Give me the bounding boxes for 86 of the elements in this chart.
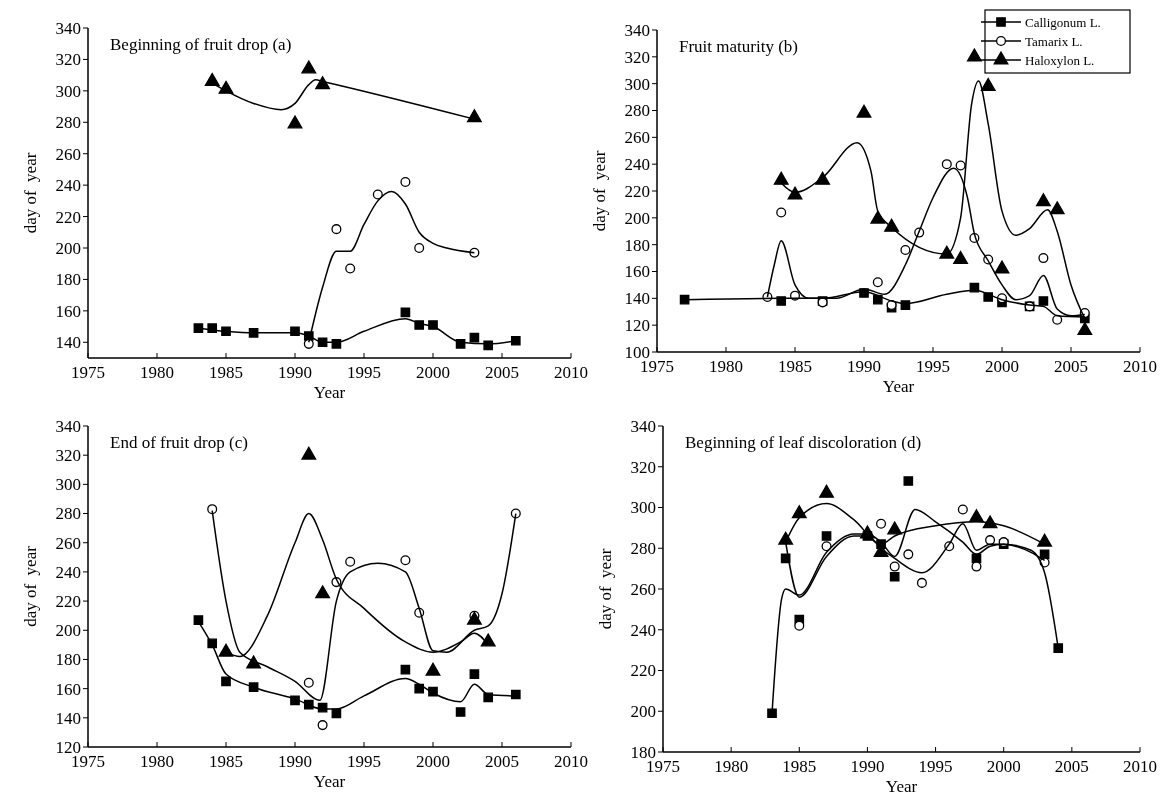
x-tick-label: 1985: [782, 757, 817, 776]
x-axis-title: Year: [313, 383, 346, 402]
y-tick-label: 260: [55, 533, 81, 553]
x-tick-label: 1980: [714, 757, 749, 776]
x-axis-title: Year: [885, 777, 918, 796]
x-tick-label: 1980: [709, 357, 743, 376]
y-tick-label: 280: [55, 504, 81, 524]
y-tick-label: 260: [55, 144, 81, 164]
x-tick-label: 2000: [985, 357, 1019, 376]
y-tick-label: 140: [624, 289, 650, 309]
x-tick-label: 1990: [847, 357, 881, 376]
x-tick-label: 1990: [278, 752, 312, 771]
x-tick-label: 2000: [416, 752, 450, 771]
y-tick-label: 220: [624, 181, 650, 201]
y-tick-label: 160: [55, 679, 81, 699]
y-tick-label: 220: [55, 207, 81, 227]
x-tick-label: 2010: [554, 752, 588, 771]
y-tick-label: 120: [624, 316, 650, 336]
x-tick-label: 2000: [416, 363, 450, 382]
x-tick-label: 1995: [918, 757, 953, 776]
x-tick-label: 1980: [140, 752, 174, 771]
x-tick-label: 1975: [71, 363, 105, 382]
x-tick-label: 1985: [209, 363, 243, 382]
y-tick-label: 260: [630, 579, 656, 599]
y-tick-label: 220: [630, 661, 656, 681]
x-tick-label: 2000: [986, 757, 1021, 776]
x-tick-label: 2010: [554, 363, 588, 382]
y-tick-label: 300: [55, 475, 81, 495]
y-tick-label: 160: [55, 301, 81, 321]
x-tick-label: 2005: [1054, 357, 1088, 376]
y-tick-label: 240: [630, 620, 656, 640]
x-tick-label: 1985: [209, 752, 243, 771]
x-tick-label: 2010: [1123, 757, 1157, 776]
y-tick-label: 280: [630, 539, 656, 559]
y-tick-label: 240: [624, 155, 650, 175]
x-tick-label: 1995: [347, 363, 381, 382]
legend-label: Tamarix L.: [1025, 33, 1083, 49]
y-axis-title: day of year: [21, 152, 40, 234]
y-tick-label: 140: [55, 333, 81, 353]
x-axis-title: Year: [313, 772, 346, 791]
chart-title: Beginning of leaf discoloration (d): [685, 433, 922, 452]
y-axis-title: day of year: [596, 548, 615, 630]
chart-title: End of fruit drop (c): [110, 433, 248, 452]
x-tick-label: 1985: [778, 357, 812, 376]
x-tick-label: 2010: [1123, 357, 1157, 376]
y-axis-title: day of year: [590, 150, 609, 232]
y-tick-label: 300: [630, 498, 656, 518]
x-tick-label: 1995: [347, 752, 381, 771]
x-tick-label: 1990: [278, 363, 312, 382]
y-tick-label: 320: [55, 446, 81, 466]
y-tick-label: 180: [55, 650, 81, 670]
y-tick-label: 180: [55, 270, 81, 290]
y-tick-label: 340: [55, 416, 81, 436]
chart-title: Fruit maturity (b): [679, 37, 798, 56]
y-tick-label: 180: [624, 235, 650, 255]
y-tick-label: 320: [630, 457, 656, 477]
legend-label: Haloxylon L.: [1025, 52, 1095, 68]
y-tick-label: 320: [624, 47, 650, 67]
x-tick-label: 1995: [916, 357, 950, 376]
y-tick-label: 340: [55, 18, 81, 38]
y-tick-label: 300: [55, 81, 81, 101]
y-tick-label: 220: [55, 592, 81, 612]
y-tick-label: 200: [630, 702, 656, 722]
y-tick-label: 200: [55, 621, 81, 641]
x-tick-label: 1990: [850, 757, 885, 776]
y-tick-label: 240: [55, 562, 81, 582]
legend-label: Calligonum L.: [1025, 14, 1101, 30]
y-tick-label: 200: [55, 238, 81, 258]
y-tick-label: 240: [55, 176, 81, 196]
y-tick-label: 200: [624, 208, 650, 228]
y-tick-label: 320: [55, 50, 81, 70]
y-tick-label: 140: [55, 708, 81, 728]
x-tick-label: 2005: [1054, 757, 1089, 776]
x-tick-label: 2005: [485, 752, 519, 771]
y-axis-title: day of year: [21, 545, 40, 627]
y-tick-label: 260: [624, 128, 650, 148]
x-tick-label: 1980: [140, 363, 174, 382]
y-tick-label: 340: [630, 416, 656, 436]
chart-title: Beginning of fruit drop (a): [110, 35, 292, 54]
y-tick-label: 280: [55, 113, 81, 133]
x-tick-label: 2005: [485, 363, 519, 382]
x-axis-title: Year: [882, 377, 915, 396]
y-tick-label: 340: [624, 20, 650, 40]
y-tick-label: 160: [624, 262, 650, 282]
y-tick-label: 280: [624, 101, 650, 121]
y-tick-label: 300: [624, 74, 650, 94]
